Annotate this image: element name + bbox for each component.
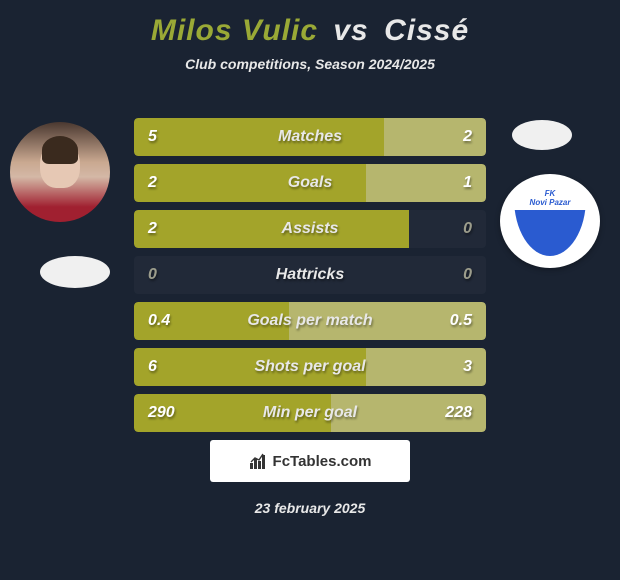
stat-row: 0Hattricks0 <box>134 256 486 294</box>
crest-line2: Novi Pazar <box>530 198 571 207</box>
stat-row: 5Matches2 <box>134 118 486 156</box>
player-right-crest: FK Novi Pazar <box>500 174 600 268</box>
stat-value-right: 3 <box>463 348 472 386</box>
stat-value-right: 2 <box>463 118 472 156</box>
page-title: Milos Vulic vs Cissé <box>0 0 620 56</box>
player-left-flag <box>40 256 110 288</box>
stat-row: 6Shots per goal3 <box>134 348 486 386</box>
stat-label: Assists <box>134 210 486 248</box>
date-text: 23 february 2025 <box>0 500 620 516</box>
stat-row: 2Assists0 <box>134 210 486 248</box>
stat-row: 290Min per goal228 <box>134 394 486 432</box>
stat-value-right: 228 <box>445 394 472 432</box>
stats-rows: 5Matches22Goals12Assists00Hattricks00.4G… <box>134 118 486 440</box>
stat-value-right: 0 <box>463 210 472 248</box>
stat-label: Min per goal <box>134 394 486 432</box>
vs-text: vs <box>333 14 368 47</box>
stat-value-right: 0 <box>463 256 472 294</box>
stat-label: Goals per match <box>134 302 486 340</box>
player-left-avatar <box>10 122 110 222</box>
stat-label: Hattricks <box>134 256 486 294</box>
player-right-flag <box>512 120 572 150</box>
stat-label: Matches <box>134 118 486 156</box>
stat-row: 0.4Goals per match0.5 <box>134 302 486 340</box>
stat-label: Shots per goal <box>134 348 486 386</box>
stat-row: 2Goals1 <box>134 164 486 202</box>
chart-icon <box>249 452 267 470</box>
subtitle: Club competitions, Season 2024/2025 <box>0 56 620 72</box>
stat-value-right: 1 <box>463 164 472 202</box>
stat-value-right: 0.5 <box>450 302 472 340</box>
crest-line1: FK <box>545 189 556 198</box>
crest-text: FK Novi Pazar <box>508 190 592 208</box>
stat-label: Goals <box>134 164 486 202</box>
player-left-name: Milos Vulic <box>151 14 318 47</box>
footer-logo: FcTables.com <box>210 440 410 482</box>
player-right-name: Cissé <box>384 14 469 47</box>
footer-text: FcTables.com <box>273 453 372 470</box>
